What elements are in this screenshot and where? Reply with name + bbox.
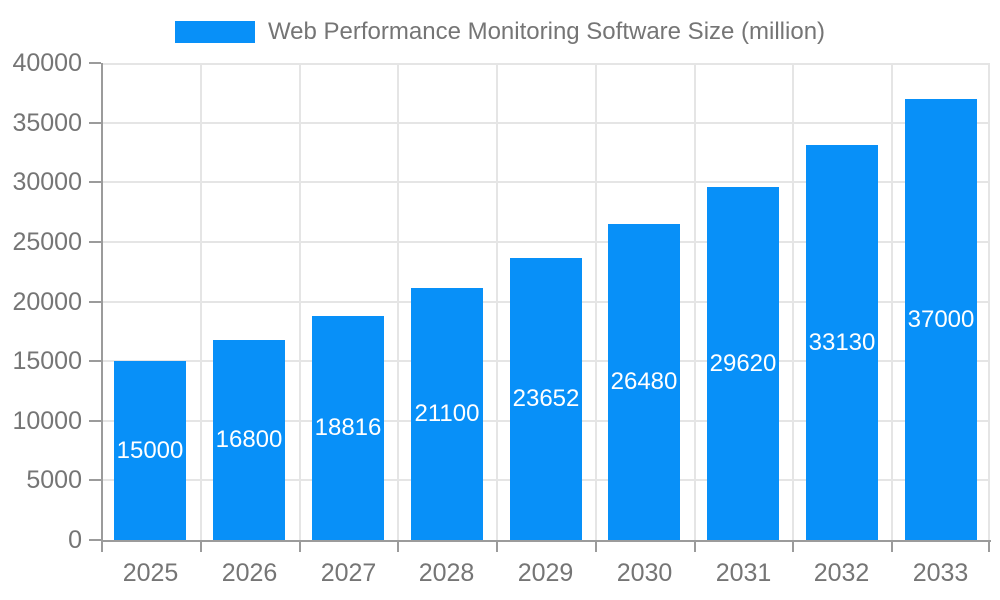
y-tick <box>89 181 101 183</box>
bar: 23652 <box>510 258 582 540</box>
v-gridline <box>694 63 696 540</box>
v-gridline <box>397 63 399 540</box>
x-axis-line <box>101 540 991 542</box>
bar-value-label: 21100 <box>414 400 480 427</box>
y-tick <box>89 539 101 541</box>
x-tick-label: 2031 <box>715 559 772 587</box>
y-tick-label: 0 <box>68 526 82 554</box>
x-tick <box>694 540 696 552</box>
y-tick <box>89 479 101 481</box>
x-tick <box>496 540 498 552</box>
bar-value-label: 23652 <box>512 385 580 412</box>
x-tick <box>595 540 597 552</box>
bar-value-label: 26480 <box>610 368 678 395</box>
x-tick <box>299 540 301 552</box>
v-gridline <box>988 63 990 540</box>
y-tick-label: 20000 <box>12 288 82 316</box>
bar: 37000 <box>905 99 977 540</box>
y-tick <box>89 122 101 124</box>
x-tick <box>891 540 893 552</box>
bar-value-label: 18816 <box>314 414 382 441</box>
h-gridline <box>101 63 990 65</box>
x-tick <box>200 540 202 552</box>
bar: 29620 <box>707 187 779 540</box>
y-tick-label: 5000 <box>26 466 82 494</box>
x-tick-label: 2029 <box>517 559 574 587</box>
y-tick <box>89 420 101 422</box>
x-tick <box>988 540 990 552</box>
x-tick <box>101 540 103 552</box>
y-tick-label: 15000 <box>12 347 82 375</box>
y-tick-label: 35000 <box>12 109 82 137</box>
x-tick-label: 2032 <box>813 559 870 587</box>
legend: Web Performance Monitoring Software Size… <box>0 18 1000 46</box>
bar-value-label: 29620 <box>709 349 777 377</box>
bar: 33130 <box>806 145 878 540</box>
y-tick-label: 40000 <box>12 49 82 77</box>
bar: 21100 <box>411 288 483 540</box>
v-gridline <box>891 63 893 540</box>
bar: 18816 <box>312 316 384 540</box>
v-gridline <box>496 63 498 540</box>
h-gridline <box>101 241 990 243</box>
x-tick-label: 2027 <box>320 559 377 587</box>
bar-value-label: 15000 <box>116 436 184 464</box>
y-axis-line <box>101 63 103 540</box>
bar-value-label: 16800 <box>215 426 283 453</box>
y-tick <box>89 62 101 64</box>
x-tick <box>397 540 399 552</box>
y-tick-label: 10000 <box>12 407 82 435</box>
bar: 26480 <box>608 224 680 540</box>
v-gridline <box>200 63 202 540</box>
y-tick <box>89 241 101 243</box>
bar-value-label: 37000 <box>907 305 975 333</box>
bar-value-label: 33130 <box>808 328 876 356</box>
h-gridline <box>101 181 990 183</box>
x-tick-label: 2030 <box>616 559 673 587</box>
v-gridline <box>299 63 301 540</box>
legend-label: Web Performance Monitoring Software Size… <box>267 18 826 45</box>
y-tick <box>89 301 101 303</box>
legend-swatch <box>174 21 255 43</box>
x-tick <box>792 540 794 552</box>
y-tick-label: 30000 <box>12 168 82 196</box>
bar: 16800 <box>213 340 285 540</box>
v-gridline <box>595 63 597 540</box>
x-tick-label: 2028 <box>418 559 475 587</box>
plot-area: 15000 16800 18816 21100 23652 26480 29620 33130… <box>101 63 990 540</box>
x-tick-label: 2026 <box>221 559 278 587</box>
x-tick-label: 2033 <box>912 559 969 587</box>
bar: 15000 <box>114 361 186 540</box>
v-gridline <box>792 63 794 540</box>
x-tick-label: 2025 <box>122 559 179 587</box>
y-tick <box>89 360 101 362</box>
y-tick-label: 25000 <box>12 228 82 256</box>
h-gridline <box>101 122 990 124</box>
